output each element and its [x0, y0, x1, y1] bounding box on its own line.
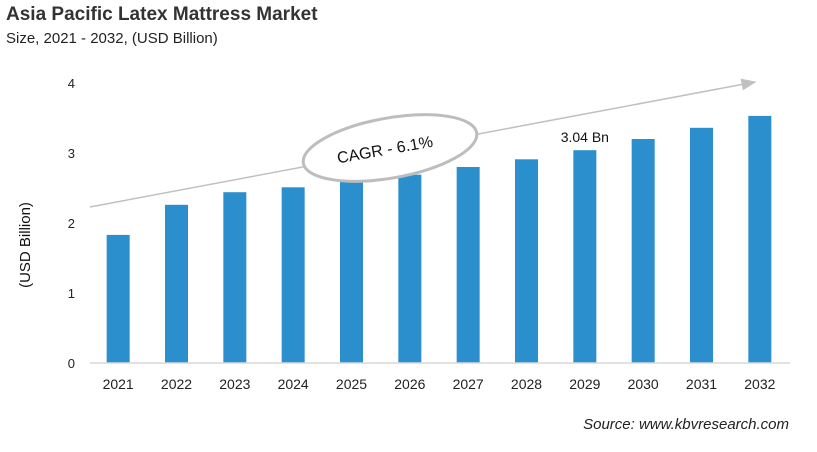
y-tick-label: 1 — [68, 286, 75, 301]
data-label: 3.04 Bn — [561, 129, 609, 145]
x-tick-label: 2031 — [686, 376, 717, 392]
x-tick-label: 2023 — [219, 376, 250, 392]
y-tick-label: 0 — [68, 356, 75, 371]
y-axis-label: (USD Billion) — [17, 202, 34, 288]
bar-2023 — [223, 192, 247, 363]
x-tick-label: 2021 — [103, 376, 134, 392]
chart-subtitle: Size, 2021 - 2032, (USD Billion) — [6, 30, 218, 47]
y-tick-label: 2 — [68, 216, 75, 231]
bar-2025 — [340, 181, 363, 363]
bar-2030 — [631, 139, 655, 363]
chart-title: Asia Pacific Latex Mattress Market — [6, 4, 318, 25]
source-note: Source: www.kbvresearch.com — [583, 416, 789, 433]
bar-2022 — [165, 204, 188, 363]
cagr-ellipse — [301, 113, 479, 183]
x-tick-label: 2026 — [394, 376, 425, 392]
bar-2032 — [748, 115, 772, 364]
x-tick-label: 2030 — [628, 376, 659, 392]
bar-2029 — [573, 150, 597, 363]
bar-2026 — [398, 174, 422, 363]
bar-2027 — [456, 167, 480, 363]
x-tick-label: 2032 — [744, 376, 775, 392]
bar-2028 — [515, 159, 538, 363]
x-tick-label: 2022 — [161, 376, 192, 392]
bar-2024 — [281, 187, 305, 363]
x-tick-label: 2025 — [336, 376, 367, 392]
x-tick-label: 2029 — [569, 376, 600, 392]
y-tick-label: 4 — [68, 76, 75, 91]
bar-2021 — [106, 234, 130, 363]
bar-2031 — [690, 127, 713, 363]
x-tick-label: 2027 — [453, 376, 484, 392]
x-tick-label: 2024 — [278, 376, 309, 392]
x-tick-label: 2028 — [511, 376, 542, 392]
y-tick-label: 3 — [68, 146, 75, 161]
